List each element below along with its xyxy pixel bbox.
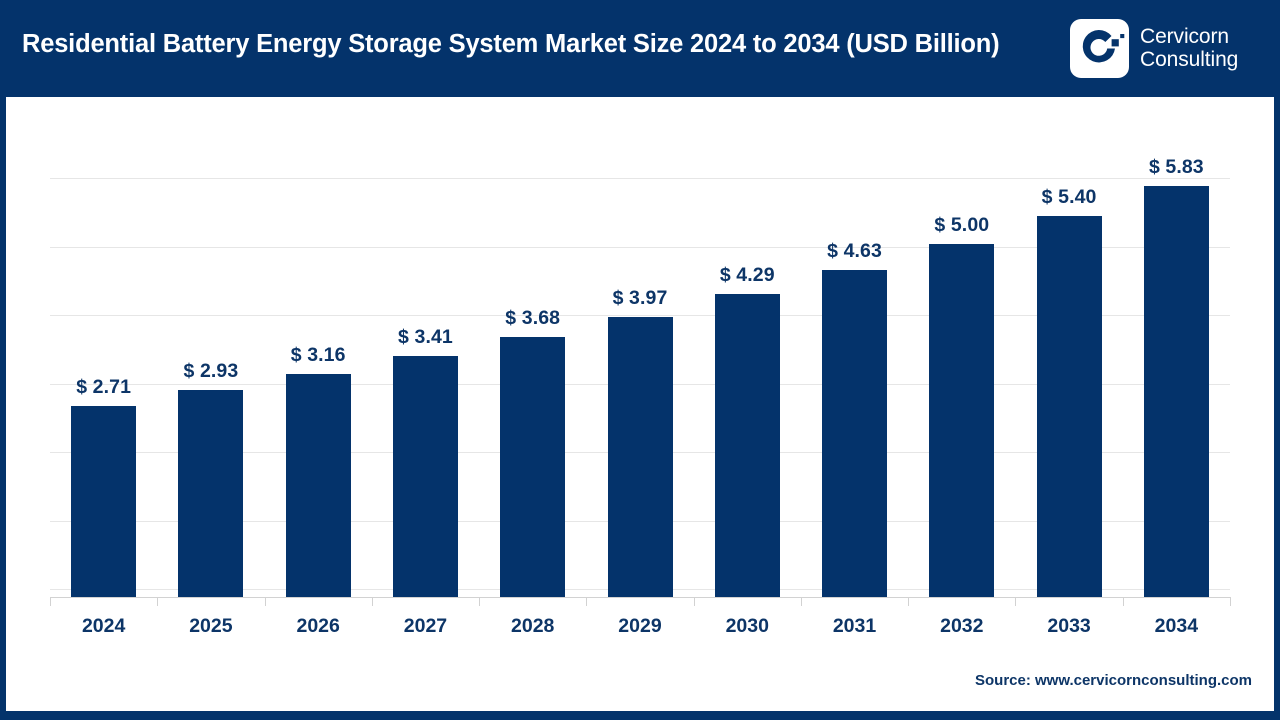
bar[interactable] <box>500 337 566 597</box>
frame-border-bottom <box>0 711 1280 720</box>
gridline <box>50 178 1230 179</box>
bar[interactable] <box>392 356 458 597</box>
x-axis-category-label: 2027 <box>403 615 448 637</box>
x-axis-tick <box>800 597 802 606</box>
x-axis-category-label: 2025 <box>189 615 233 637</box>
x-axis-tick <box>586 597 588 606</box>
bar-value-label: $ 3.41 <box>398 326 453 349</box>
plot-area: $ 2.71 2024 $ 2.93 2025 $ 3.16 2026 $ 3.41 2027… <box>50 110 1231 637</box>
bar-value-label: $ 3.68 <box>505 307 561 330</box>
x-axis-tick <box>1230 597 1231 606</box>
x-axis-tick <box>1122 597 1124 606</box>
cervicorn-c-mark-icon <box>1070 18 1129 78</box>
bar-value-label: $ 3.97 <box>612 286 668 309</box>
frame-border-left <box>0 0 6 720</box>
x-axis-line <box>50 597 1230 598</box>
gridline <box>50 246 1230 248</box>
bar-value-label: $ 3.16 <box>290 343 346 366</box>
x-axis-category-label: 2032 <box>940 615 984 637</box>
bar[interactable] <box>285 373 351 597</box>
x-axis-tick <box>157 597 159 606</box>
brand-logo-line2: Consulting <box>1140 48 1239 71</box>
bar[interactable] <box>929 244 995 597</box>
bar[interactable] <box>1036 215 1102 597</box>
bar-value-label: $ 2.71 <box>76 375 132 398</box>
bar[interactable] <box>607 316 673 597</box>
x-axis-category-label: 2029 <box>618 615 662 637</box>
chart-area: Market Value in USD Billion $ 2.712024$ … <box>6 97 1274 711</box>
source-note: Source: www.cervicornconsulting.com <box>974 672 1252 689</box>
x-axis-category-label: 2026 <box>296 615 340 637</box>
bar[interactable] <box>822 270 888 597</box>
x-axis-category-label: 2028 <box>511 615 555 637</box>
bar-value-label: $ 5.83 <box>1148 155 1204 178</box>
bar-value-label: $ 2.93 <box>183 360 239 383</box>
x-axis-tick <box>693 597 695 606</box>
x-axis-category-label: 2033 <box>1047 615 1091 637</box>
bar[interactable] <box>178 390 244 597</box>
x-axis-tick <box>50 597 51 606</box>
x-axis-category-label: 2024 <box>81 615 126 637</box>
brand-logo: Cervicorn Consulting <box>1070 12 1266 84</box>
bar-value-label: $ 5.40 <box>1041 185 1097 208</box>
brand-logo-line1: Cervicorn <box>1140 25 1229 48</box>
x-axis-tick <box>1015 597 1017 606</box>
x-axis-tick <box>264 597 266 606</box>
bar[interactable] <box>1143 185 1209 597</box>
x-axis-category-label: 2030 <box>725 615 769 637</box>
bar-value-label: $ 4.29 <box>719 264 775 287</box>
header-band: Residential Battery Energy Storage Syste… <box>0 0 1280 97</box>
x-axis-tick <box>908 597 910 606</box>
x-axis-category-label: 2031 <box>832 615 877 637</box>
brand-logo-text: Cervicorn Consulting <box>1140 25 1238 71</box>
page-title: Residential Battery Energy Storage Syste… <box>22 30 1000 58</box>
bar-value-label: $ 4.63 <box>827 240 882 263</box>
bar-value-label: $ 5.00 <box>934 214 990 237</box>
bar[interactable] <box>71 405 137 597</box>
frame-border-right <box>1274 0 1280 720</box>
x-axis-tick <box>371 597 373 606</box>
x-axis-tick <box>479 597 481 606</box>
bar[interactable] <box>714 294 780 597</box>
x-axis-category-label: 2034 <box>1154 615 1199 637</box>
gridline <box>50 315 1230 316</box>
